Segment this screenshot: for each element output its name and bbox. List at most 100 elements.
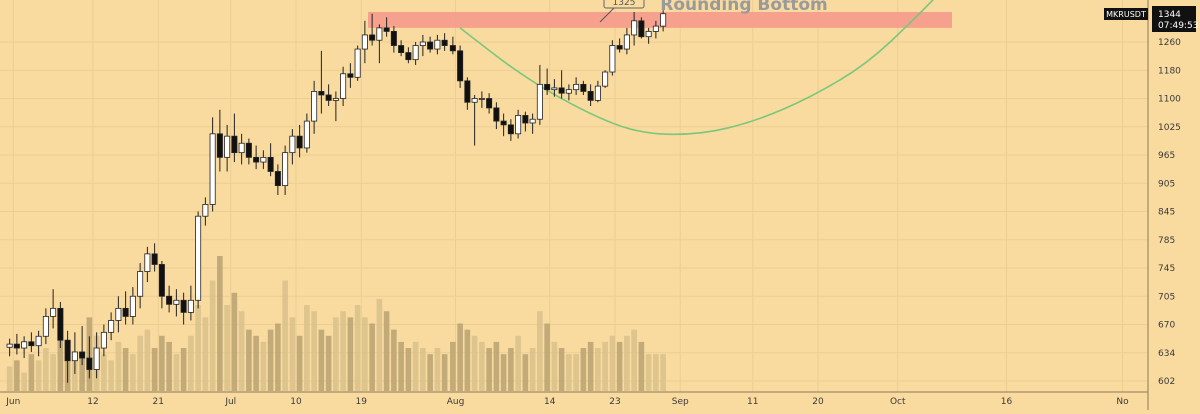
volume-bar xyxy=(35,360,42,391)
volume-bar xyxy=(173,354,180,391)
candle-body xyxy=(224,135,231,158)
time-tick-label: 16 xyxy=(1001,397,1013,407)
candle-body xyxy=(129,295,136,317)
time-tick-label: 23 xyxy=(609,397,620,407)
candle-body xyxy=(652,25,659,32)
volume-bar xyxy=(405,348,412,391)
volume-bar xyxy=(427,354,433,391)
symbol-label: MKRUSDT xyxy=(1106,10,1146,19)
volume-bar xyxy=(267,329,274,391)
candle-body xyxy=(405,52,412,61)
volume-bar xyxy=(289,317,296,391)
candle-body xyxy=(631,20,638,36)
time-tick-label: 10 xyxy=(290,397,302,407)
time-tick-label: Sep xyxy=(672,397,689,407)
candle-body xyxy=(325,94,332,101)
volume-bar xyxy=(486,348,492,391)
candle-body xyxy=(115,307,122,321)
volume-bar xyxy=(137,335,143,391)
candle-body xyxy=(245,142,252,158)
volume-bar xyxy=(14,360,20,391)
volume-bar xyxy=(609,335,616,391)
volume-bar xyxy=(282,280,288,391)
time-tick-label: 19 xyxy=(356,397,368,407)
volume-bar xyxy=(340,311,346,391)
time-tick-label: Jun xyxy=(5,397,20,407)
candle-body xyxy=(180,299,187,313)
volume-bar xyxy=(441,354,448,391)
candle-body xyxy=(166,295,173,305)
candle-body xyxy=(50,307,57,317)
candle-body xyxy=(587,91,594,101)
candle-body xyxy=(253,156,260,163)
volume-bar xyxy=(369,323,375,391)
volume-bar xyxy=(333,317,339,391)
volume-bar xyxy=(434,348,441,391)
volume-bar xyxy=(616,341,623,391)
price-tick-label: 670 xyxy=(1158,321,1175,331)
volume-bar xyxy=(566,354,572,391)
candle-body xyxy=(187,299,194,313)
candle-body xyxy=(209,133,216,205)
volume-bar xyxy=(72,360,78,391)
candle-body xyxy=(573,83,580,91)
price-tick-label: 785 xyxy=(1158,236,1175,246)
volume-bar xyxy=(558,348,565,391)
volume-bar xyxy=(376,298,383,391)
volume-bar xyxy=(21,372,27,391)
volume-bar xyxy=(130,354,136,391)
volume-bar xyxy=(638,341,645,391)
volume-bar xyxy=(464,329,471,391)
volume-bar xyxy=(631,329,637,391)
candle-body xyxy=(231,135,238,154)
price-tick-label: 1260 xyxy=(1158,38,1181,48)
candle-body xyxy=(216,133,223,158)
candle-body xyxy=(42,316,49,337)
volume-bar xyxy=(645,354,652,391)
price-tick-label: 705 xyxy=(1158,292,1175,302)
candle-body xyxy=(195,215,202,301)
candle-body xyxy=(558,87,565,94)
volume-bar xyxy=(43,348,49,391)
candle-body xyxy=(28,341,35,347)
time-tick-label: 11 xyxy=(747,397,758,407)
price-axis[interactable]: 602 634 670 705 745 785 845 905 965 1025 1100 1180 1… xyxy=(1158,38,1181,387)
volume-bar xyxy=(537,311,543,391)
time-axis[interactable]: Jun 12 21 Jul 10 19 Aug 14 23 Sep 11 20 Oct 16 No xyxy=(5,397,1129,407)
volume-bar xyxy=(325,335,332,391)
candle-body xyxy=(486,98,493,109)
candles xyxy=(6,10,667,383)
time-tick-label: 12 xyxy=(87,397,98,407)
candle-body xyxy=(551,87,558,91)
candle-body xyxy=(529,118,536,124)
candle-body xyxy=(340,73,347,99)
volume-bar xyxy=(57,329,64,391)
candle-body xyxy=(282,152,289,187)
volume-bar xyxy=(144,329,151,391)
candle-body xyxy=(267,156,274,172)
price-tick-label: 1025 xyxy=(1158,123,1181,133)
candle-body xyxy=(260,156,267,163)
candle-body xyxy=(64,339,71,362)
volume-bar xyxy=(166,341,172,391)
time-tick-label: 20 xyxy=(812,397,824,407)
candle-body xyxy=(86,357,93,370)
candle-body xyxy=(311,91,318,122)
last-price-label: 1344 xyxy=(1158,10,1181,20)
candle-body xyxy=(151,253,158,265)
volume-bar xyxy=(653,354,659,391)
candle-body xyxy=(419,41,426,46)
candle-body xyxy=(274,171,281,187)
candle-body xyxy=(645,31,652,38)
candle-body xyxy=(354,48,361,78)
volume-bar xyxy=(159,335,165,391)
volume-bar xyxy=(529,348,536,391)
volume-bar xyxy=(209,280,216,391)
volume-bar xyxy=(311,311,317,391)
volume-bar xyxy=(108,360,114,391)
candle-body xyxy=(565,89,572,94)
volume-bar xyxy=(493,341,500,391)
candle-body xyxy=(376,27,383,41)
